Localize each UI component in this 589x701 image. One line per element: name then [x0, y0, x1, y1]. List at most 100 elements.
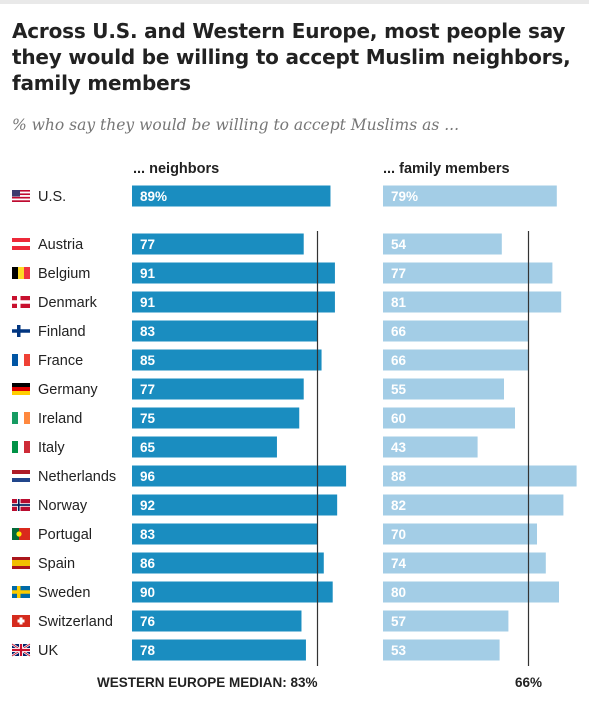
neighbors-value-denmark: 91 — [140, 295, 156, 310]
country-label-u-s: U.S. — [38, 189, 66, 205]
country-label-netherlands: Netherlands — [38, 469, 116, 485]
country-label-denmark: Denmark — [38, 295, 98, 311]
neighbors-value-finland: 83 — [140, 324, 156, 339]
western-europe-median-label: WESTERN EUROPE MEDIAN: 83% — [97, 675, 318, 690]
chart-title-line-3: family members — [12, 71, 191, 95]
neighbors-bar-belgium — [132, 262, 335, 284]
germany-flag-icon — [12, 383, 30, 395]
country-label-belgium: Belgium — [38, 266, 90, 282]
neighbors-value-italy: 65 — [140, 440, 156, 455]
family-bar-sweden — [383, 581, 559, 603]
neighbors-bar-norway — [132, 494, 338, 516]
ireland-flag-icon — [12, 412, 30, 424]
neighbors-value-belgium: 91 — [140, 266, 156, 281]
family-bar-u-s — [383, 185, 557, 207]
family-median-label: 66% — [515, 675, 543, 690]
family-bar-france — [383, 349, 529, 371]
netherlands-flag-icon — [12, 470, 30, 482]
chart-title-line-1: Across U.S. and Western Europe, most peo… — [12, 19, 566, 43]
family-bar-netherlands — [383, 465, 577, 487]
family-value-denmark: 81 — [391, 295, 407, 310]
spain-flag-icon — [12, 557, 30, 569]
family-value-ireland: 60 — [391, 411, 406, 426]
family-bar-portugal — [383, 523, 537, 545]
france-flag-icon — [12, 354, 30, 366]
neighbors-bar-denmark — [132, 291, 335, 313]
neighbors-value-netherlands: 96 — [140, 469, 156, 484]
family-value-uk: 53 — [391, 643, 407, 658]
country-label-spain: Spain — [38, 556, 75, 572]
country-label-sweden: Sweden — [38, 585, 90, 601]
neighbors-bar-germany — [132, 378, 304, 400]
neighbors-bar-sweden — [132, 581, 333, 603]
neighbors-bar-italy — [132, 436, 277, 458]
chart-title: Across U.S. and Western Europe, most peo… — [12, 18, 577, 96]
family-value-portugal: 70 — [391, 527, 406, 542]
country-label-austria: Austria — [38, 237, 84, 253]
neighbors-value-portugal: 83 — [140, 527, 156, 542]
neighbors-value-uk: 78 — [140, 643, 156, 658]
uk-flag-icon — [11, 643, 31, 657]
family-value-spain: 74 — [391, 556, 407, 571]
switzerland-flag-icon — [12, 615, 30, 627]
chart-subtitle: % who say they would be willing to accep… — [12, 116, 459, 134]
family-bar-belgium — [383, 262, 553, 284]
country-label-italy: Italy — [38, 440, 65, 456]
family-value-france: 66 — [391, 353, 407, 368]
neighbors-value-ireland: 75 — [140, 411, 156, 426]
neighbors-bar-switzerland — [132, 610, 302, 632]
neighbors-column-header: ... neighbors — [133, 161, 220, 177]
neighbors-bar-portugal — [132, 523, 318, 545]
family-value-u-s: 79% — [391, 189, 418, 204]
chart-title-line-2: they would be willing to accept Muslim n… — [12, 45, 571, 69]
family-value-switzerland: 57 — [391, 614, 406, 629]
neighbors-value-u-s: 89% — [140, 189, 167, 204]
family-bar-uk — [383, 639, 500, 661]
country-label-ireland: Ireland — [38, 411, 82, 427]
neighbors-value-spain: 86 — [140, 556, 156, 571]
neighbors-bar-netherlands — [132, 465, 347, 487]
family-bar-germany — [383, 378, 504, 400]
family-value-austria: 54 — [391, 237, 407, 252]
austria-flag-icon — [12, 238, 30, 250]
us-flag-icon — [12, 190, 30, 202]
family-value-netherlands: 88 — [391, 469, 407, 484]
neighbors-bar-uk — [132, 639, 306, 661]
denmark-flag-icon — [12, 296, 30, 308]
portugal-flag-icon — [12, 528, 30, 540]
family-bar-denmark — [383, 291, 562, 313]
country-label-norway: Norway — [38, 498, 88, 514]
neighbors-value-norway: 92 — [140, 498, 155, 513]
country-label-germany: Germany — [38, 382, 98, 398]
country-label-uk: UK — [38, 643, 58, 659]
family-bar-norway — [383, 494, 564, 516]
family-value-norway: 82 — [391, 498, 406, 513]
country-label-finland: Finland — [38, 324, 86, 340]
neighbors-bar-ireland — [132, 407, 300, 429]
country-label-portugal: Portugal — [38, 527, 92, 543]
norway-flag-icon — [12, 499, 30, 511]
italy-flag-icon — [12, 441, 30, 453]
neighbors-bar-france — [132, 349, 322, 371]
neighbors-bar-finland — [132, 320, 318, 342]
neighbors-value-switzerland: 76 — [140, 614, 156, 629]
country-label-switzerland: Switzerland — [38, 614, 113, 630]
neighbors-bar-spain — [132, 552, 324, 574]
family-bar-finland — [383, 320, 529, 342]
family-bar-italy — [383, 436, 478, 458]
family-value-sweden: 80 — [391, 585, 406, 600]
family-value-belgium: 77 — [391, 266, 406, 281]
family-value-germany: 55 — [391, 382, 407, 397]
belgium-flag-icon — [12, 267, 30, 279]
neighbors-value-sweden: 90 — [140, 585, 155, 600]
family-value-finland: 66 — [391, 324, 407, 339]
neighbors-bar-austria — [132, 233, 304, 255]
country-label-france: France — [38, 353, 83, 369]
neighbors-value-austria: 77 — [140, 237, 155, 252]
neighbors-value-france: 85 — [140, 353, 156, 368]
neighbors-bar-u-s — [132, 185, 331, 207]
family-bar-switzerland — [383, 610, 509, 632]
family-column-header: ... family members — [383, 161, 510, 177]
family-bar-spain — [383, 552, 546, 574]
